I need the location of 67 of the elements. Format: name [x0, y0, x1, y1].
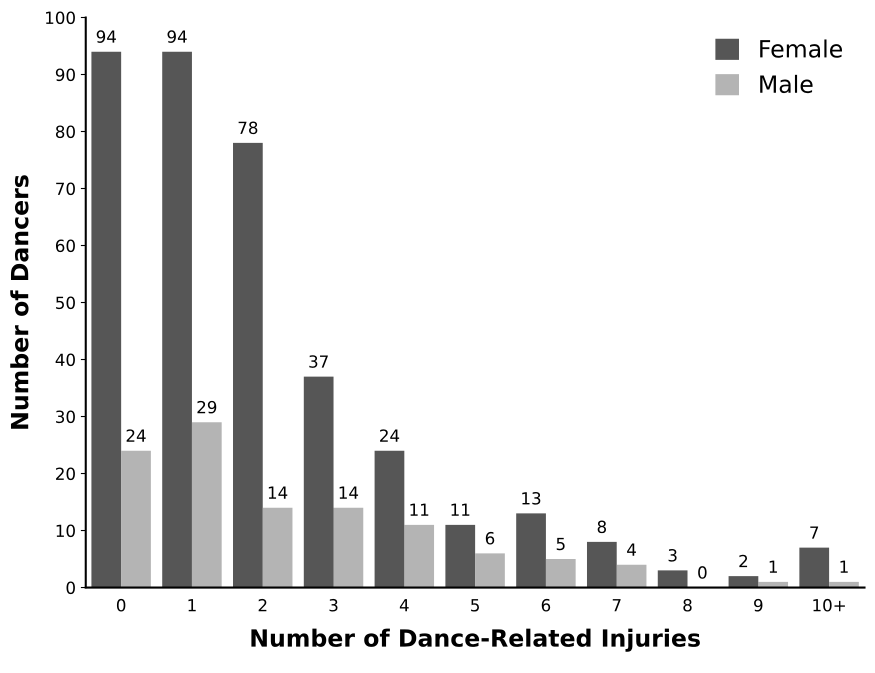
bar: [516, 513, 546, 588]
bar: [262, 508, 292, 588]
y-axis-title: Number of Dancers: [10, 175, 29, 429]
bar: [304, 376, 334, 588]
bar: [121, 450, 151, 588]
data-label: 0: [698, 566, 707, 579]
data-label: 14: [340, 486, 358, 499]
legend-label: Male: [760, 74, 813, 94]
data-label: 94: [96, 30, 116, 43]
x-tick-label: 9: [754, 598, 762, 612]
bar: [658, 570, 688, 588]
bar: [445, 524, 476, 588]
bar: [334, 508, 364, 588]
data-label: 8: [598, 520, 606, 534]
x-tick-label: 4: [400, 599, 409, 612]
bar: [233, 142, 263, 588]
y-tick-label: 40: [56, 353, 75, 366]
x-tick-label: 7: [612, 599, 621, 612]
data-label: 2: [739, 554, 748, 568]
data-label: 29: [197, 400, 216, 414]
data-label: 24: [380, 429, 400, 442]
data-label: 37: [309, 355, 328, 368]
y-tick-label: 20: [56, 467, 75, 480]
y-tick-label: 60: [56, 239, 75, 252]
data-label: 6: [486, 532, 494, 545]
y-tick-label: 0: [66, 581, 75, 594]
bar: [91, 52, 122, 588]
legend-label: Female: [760, 39, 842, 58]
data-label: 5: [556, 538, 565, 550]
data-label: 94: [168, 30, 187, 43]
data-label: 11: [451, 504, 470, 516]
bar: [616, 564, 646, 588]
data-label: 24: [126, 429, 146, 442]
data-label: 78: [238, 122, 258, 134]
data-label: 14: [268, 486, 288, 499]
y-tick-label: 90: [56, 68, 75, 82]
y-tick-label: 70: [56, 182, 75, 196]
data-label: 4: [627, 544, 636, 556]
x-tick-label: 0: [116, 598, 126, 612]
x-axis-title: Number of Dance-Related Injuries: [251, 628, 700, 652]
bar: [374, 450, 404, 588]
y-tick-label: 100: [46, 11, 75, 24]
bar: [404, 524, 434, 588]
y-tick-label: 30: [56, 410, 75, 424]
bar: [799, 548, 830, 588]
x-tick-label: 3: [330, 598, 338, 612]
y-tick-label: 80: [56, 125, 75, 138]
data-label: 3: [668, 549, 677, 562]
data-label: 11: [410, 504, 428, 516]
data-label: 13: [522, 492, 540, 505]
bar: [162, 52, 192, 588]
bar: [586, 542, 617, 588]
x-tick-label: 1: [188, 599, 196, 612]
bar: [475, 553, 505, 588]
x-tick-label: 6: [542, 598, 550, 612]
data-label: 1: [840, 560, 848, 573]
y-tick-label: 10: [56, 524, 75, 538]
data-label: 7: [810, 526, 818, 539]
x-tick-label: 10+: [813, 598, 845, 612]
bar: [192, 422, 222, 588]
bar: [546, 559, 576, 588]
bar: [728, 576, 758, 588]
x-tick-label: 5: [471, 599, 479, 612]
x-tick-label: 2: [258, 598, 266, 612]
x-tick-label: 8: [683, 598, 692, 612]
y-tick-label: 50: [56, 296, 75, 310]
data-label: 1: [770, 560, 777, 573]
